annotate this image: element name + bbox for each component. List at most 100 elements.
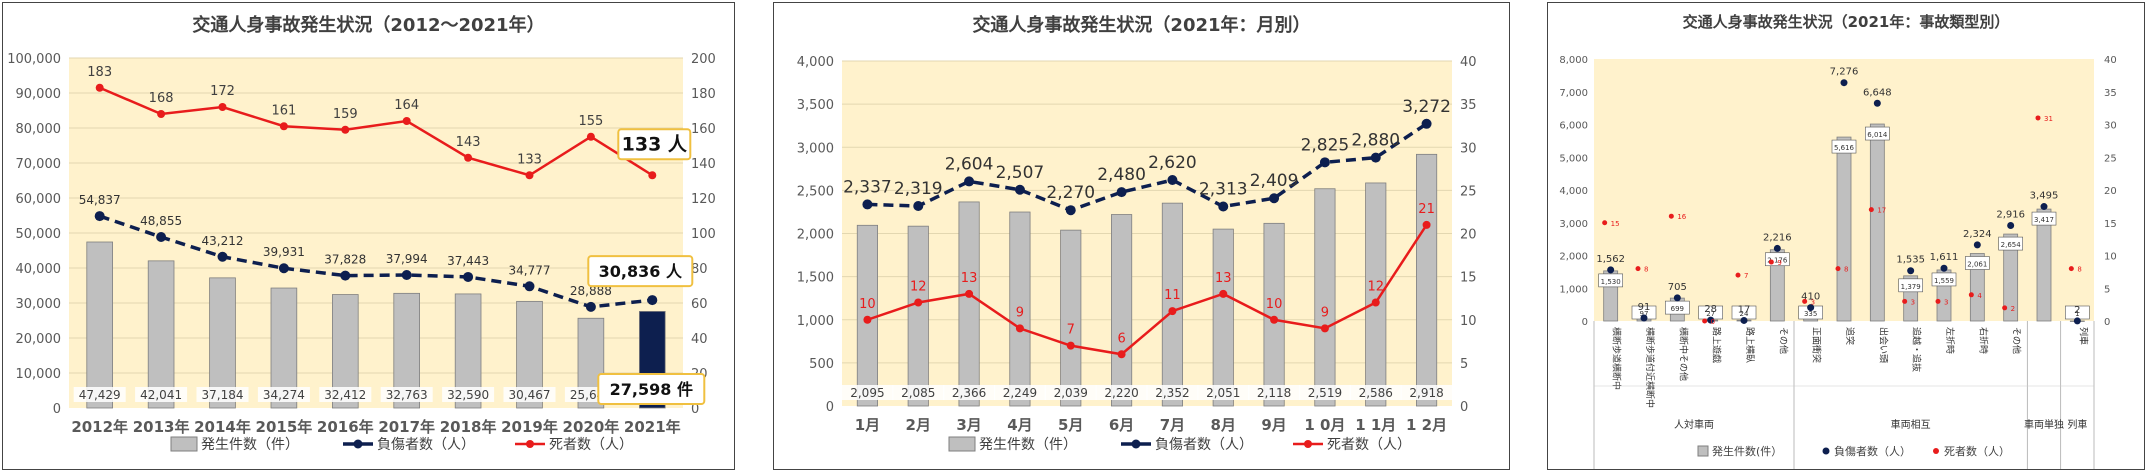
point-deaths xyxy=(965,289,974,298)
point-injured xyxy=(94,211,105,222)
x-tick: 5月 xyxy=(1058,416,1083,434)
deaths-callout-box xyxy=(617,128,692,161)
bar-label-box xyxy=(1831,139,1857,154)
y-right-tick: 35 xyxy=(2104,88,2117,99)
point-injured xyxy=(1773,244,1781,252)
point-deaths xyxy=(157,110,166,118)
deaths-label: 6 xyxy=(1117,331,1125,346)
deaths-label: 16 xyxy=(1677,213,1686,221)
x-tick: 7月 xyxy=(1160,416,1185,434)
x-tick: 横断中その他 xyxy=(1677,327,1689,381)
y-right-tick: 40 xyxy=(1460,55,1477,70)
y-left-tick: 3,000 xyxy=(797,141,834,156)
x-tick: 2018年 xyxy=(440,418,497,436)
bar-label: 2,176 xyxy=(1767,257,1788,265)
y-right-tick: 10 xyxy=(2104,252,2117,263)
point-injured xyxy=(2040,203,2048,211)
point-deaths xyxy=(464,153,473,162)
bar-label: 2,118 xyxy=(1257,386,1291,400)
series-line-deaths xyxy=(99,86,653,177)
deaths-label: 0 xyxy=(1711,318,1715,326)
bar xyxy=(1161,202,1183,407)
bar-label: 32,412 xyxy=(324,388,366,402)
y-left-tick: 80,000 xyxy=(16,122,62,137)
bar-label: 42,041 xyxy=(140,388,182,402)
bar-label: 335 xyxy=(1804,310,1817,318)
y-left-tick: 100,000 xyxy=(7,52,61,67)
bar-label: 2,586 xyxy=(1359,386,1393,400)
chart-title: 交通人身事故発生状況（2021年：事故類型別） xyxy=(1683,13,2010,31)
point-deaths xyxy=(1835,266,1841,272)
injured-label: 28,888 xyxy=(570,284,612,298)
legend-marker-injured xyxy=(1131,439,1141,449)
y-left-tick: 0 xyxy=(53,402,61,417)
bar-label-bg xyxy=(1146,385,1199,400)
injured-label: 2,270 xyxy=(1046,183,1095,203)
bar-label: 27 xyxy=(1706,310,1715,318)
injured-label: 48,855 xyxy=(140,214,182,228)
deaths-label: 161 xyxy=(271,103,296,118)
injured-label: 43,212 xyxy=(202,234,244,248)
series-line-injured xyxy=(867,122,1428,213)
injured-label: 1,611 xyxy=(1930,252,1959,263)
legend-swatch-bar xyxy=(1697,445,1709,457)
legend-label-injured: 負傷者数（人） xyxy=(1834,444,1911,458)
point-injured xyxy=(1973,241,1981,249)
point-deaths xyxy=(95,83,104,92)
x-tick: 1 1月 xyxy=(1355,416,1396,434)
x-tick: 2020年 xyxy=(563,418,620,436)
bar xyxy=(2003,233,2019,322)
chart-panel-yearly: 交通人身事故発生状況（2012～2021年） 0 10,000 20,000 30,00… xyxy=(2,2,735,470)
x-tick: 路上遊戯 xyxy=(1711,327,1723,363)
injured-label: 1,562 xyxy=(1596,254,1625,265)
point-injured xyxy=(463,271,474,282)
deaths-label: 168 xyxy=(149,91,174,106)
point-injured xyxy=(647,295,658,306)
point-deaths xyxy=(1968,292,1974,298)
point-deaths xyxy=(2068,266,2074,272)
injured-label: 2,409 xyxy=(1250,171,1299,191)
bar-label-bg xyxy=(1400,385,1453,400)
injured-label: 54,837 xyxy=(79,193,121,207)
x-tick: 2月 xyxy=(906,416,931,434)
deaths-label: 11 xyxy=(1164,288,1181,303)
bar-callout-box xyxy=(597,373,706,405)
y-left-tick: 2,500 xyxy=(797,184,834,199)
injured-label: 2,337 xyxy=(843,177,892,197)
point-deaths xyxy=(1602,220,1608,226)
point-deaths xyxy=(1902,298,1908,304)
y-left-tick: 90,000 xyxy=(16,87,62,102)
point-injured xyxy=(1014,184,1025,195)
y-right-tick: 40 xyxy=(2104,55,2117,66)
y-left-tick: 0 xyxy=(1582,317,1588,328)
injured-label: 2,916 xyxy=(1996,210,2025,221)
bar xyxy=(209,277,236,409)
y-left-tick: 20,000 xyxy=(16,332,62,347)
bar xyxy=(1969,253,1985,322)
legend-swatch-bar xyxy=(170,436,198,452)
injured-label: 410 xyxy=(1801,292,1820,303)
y-right-tick: 20 xyxy=(1460,228,1477,243)
injured-label: 2,313 xyxy=(1199,180,1248,200)
point-deaths xyxy=(1802,298,1808,304)
x-tick: 1月 xyxy=(855,416,880,434)
bar-label-bg xyxy=(892,385,945,400)
x-tick: 4月 xyxy=(1007,416,1032,434)
bar xyxy=(86,241,113,409)
legend-label-deaths: 死者数（人） xyxy=(1944,445,2010,458)
point-injured xyxy=(1673,294,1681,302)
bar-label-bg xyxy=(319,387,372,402)
point-injured xyxy=(340,270,351,281)
bar-label-bg xyxy=(442,387,495,402)
x-tick: 路上横臥 xyxy=(1744,327,1756,363)
x-tick: 2016年 xyxy=(317,418,374,436)
bar-label-bg xyxy=(1095,385,1148,400)
bar-label-bg xyxy=(196,387,249,402)
y-right-tick: 5 xyxy=(1460,357,1468,372)
point-injured xyxy=(913,200,924,211)
deaths-label: 155 xyxy=(578,114,603,129)
deaths-label: 133 xyxy=(517,152,542,167)
injured-label: 2,216 xyxy=(1763,232,1792,243)
deaths-label: 12 xyxy=(910,280,927,295)
injured-label: 2,480 xyxy=(1097,165,1146,185)
